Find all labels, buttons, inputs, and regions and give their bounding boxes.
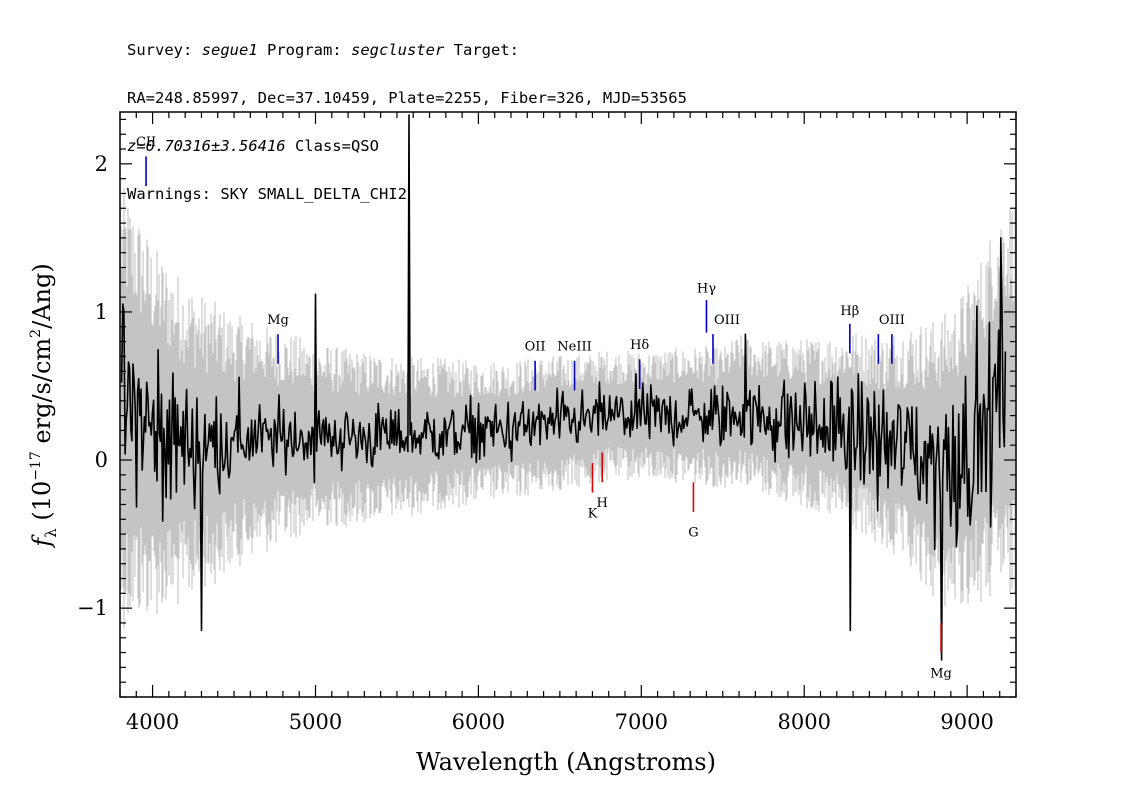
flux-line — [120, 114, 1007, 661]
x-tick-label: 8000 — [777, 710, 830, 734]
header-line-warnings: Warnings: SKY SMALL_DELTA_CHI2 — [127, 185, 407, 203]
class-value: Class=QSO — [285, 137, 379, 155]
flux-series — [120, 114, 1007, 661]
target-label: Target: — [444, 41, 519, 59]
x-tick-label: 4000 — [126, 710, 179, 734]
spectrum-header: Survey: segue1 Program: segcluster Targe… — [127, 14, 687, 230]
y-axis-title-sup2: 2 — [28, 329, 44, 338]
absorption-line-label: K — [588, 506, 598, 521]
emission-line-label: Hγ — [697, 282, 716, 297]
emission-line-label: Hδ — [630, 338, 649, 353]
survey-name: segue1 — [201, 41, 258, 59]
y-axis-title-pre: (10 — [28, 481, 56, 529]
header-line-redshift: z=0.70316±3.56416 Class=QSO — [127, 134, 687, 158]
y-axis-title-post: /Ang) — [28, 263, 56, 329]
y-tick-label: 0 — [95, 448, 108, 472]
y-tick-label: 1 — [95, 300, 108, 324]
y-axis-title-mid: erg/s/cm — [28, 338, 56, 452]
absorption-line-label: Mg — [930, 666, 952, 681]
emission-line-label: Mg — [267, 313, 289, 328]
axes: 4000 5000 6000 7000 8000 9000 −1 0 1 2 — [77, 111, 1017, 734]
y-axis-title-sub: λ — [42, 528, 60, 538]
redshift-value: z=0.70316±3.56416 — [127, 137, 286, 155]
emission-line-label: CII — [136, 135, 156, 150]
absorption-line-label: H — [597, 496, 608, 511]
header-line-survey: Survey: segue1 Program: segcluster Targe… — [127, 38, 687, 62]
absorption-line-label: G — [688, 526, 698, 541]
emission-line-label: OII — [525, 339, 546, 354]
survey-prefix: Survey: — [127, 41, 202, 59]
emission-line-label: OIII — [714, 313, 740, 328]
emission-line-label: NeIII — [557, 339, 591, 354]
header-line-coordinates: RA=248.85997, Dec=37.10459, Plate=2255, … — [127, 89, 687, 107]
x-tick-label: 6000 — [452, 710, 505, 734]
y-tick-label: −1 — [77, 596, 108, 620]
program-prefix: Program: — [257, 41, 351, 59]
x-tick-label: 7000 — [615, 710, 668, 734]
x-axis-title: Wavelength (Angstroms) — [416, 748, 716, 776]
emission-line-label: Hβ — [840, 304, 859, 319]
line-markers: CII Mg OII NeIII Hδ Hγ OIII Hβ OIII KH G Mg — [136, 135, 952, 681]
program-name: segcluster — [350, 41, 445, 59]
emission-line-label: OIII — [879, 313, 905, 328]
x-tick-label: 9000 — [940, 710, 993, 734]
y-tick-label: 2 — [95, 152, 108, 176]
x-tick-label: 5000 — [289, 710, 342, 734]
y-axis-title-sup1: −17 — [28, 451, 44, 481]
plot-frame — [119, 111, 1017, 698]
y-axis-title: fλ (10−17 erg/s/cm2/Ang) — [28, 263, 60, 548]
